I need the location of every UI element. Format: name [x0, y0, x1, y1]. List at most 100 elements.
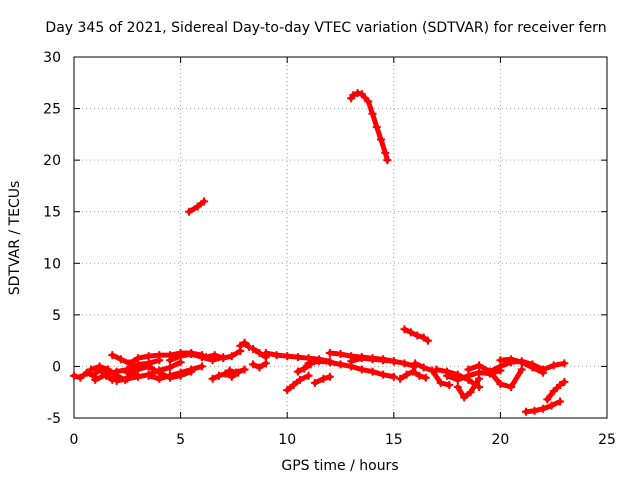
y-tick-label: 15 [43, 205, 61, 221]
data-point [357, 354, 366, 363]
x-tick-label: 5 [176, 432, 185, 448]
data-point [165, 356, 174, 365]
series-seg-k [225, 365, 249, 377]
data-point [475, 361, 484, 370]
series-seg-p [283, 371, 313, 395]
y-tick-labels: -5 0 5 10 15 20 25 30 [43, 50, 61, 427]
x-tick-label: 20 [491, 432, 509, 448]
data-point [419, 333, 428, 342]
data-point [466, 388, 475, 397]
data-point [82, 368, 91, 377]
series-layer [70, 89, 569, 416]
data-point [155, 351, 164, 360]
x-tick-label: 10 [278, 432, 296, 448]
data-point [144, 362, 153, 371]
data-point [368, 109, 377, 118]
y-tick-label: 20 [43, 153, 61, 169]
data-point [185, 207, 194, 216]
data-point [453, 375, 462, 384]
data-point [249, 360, 258, 369]
data-point [396, 374, 405, 383]
data-point [244, 342, 253, 351]
data-point [336, 360, 345, 369]
data-point [556, 380, 565, 389]
data-point [193, 202, 202, 211]
data-point [202, 353, 211, 362]
data-point [364, 97, 373, 106]
data-point [496, 379, 505, 388]
series-seg-g [144, 362, 206, 383]
data-point [336, 350, 345, 359]
data-point [517, 365, 526, 374]
series-seg-y [411, 359, 454, 389]
data-point [112, 367, 121, 376]
series-seg-u [347, 354, 420, 371]
data-point [347, 357, 356, 366]
series-seg-i [202, 346, 245, 363]
data-point [187, 365, 196, 374]
series-seg-ae [496, 355, 548, 377]
data-point [419, 363, 428, 372]
data-point [125, 359, 134, 368]
y-tick-label: 0 [52, 359, 61, 375]
series-seg-v [347, 89, 392, 165]
data-point [315, 357, 324, 366]
data-point [368, 355, 377, 364]
series-seg-ah [185, 197, 209, 216]
data-point [530, 406, 539, 415]
data-point [249, 344, 258, 353]
data-point [460, 393, 469, 402]
data-point [423, 336, 432, 345]
data-point [70, 371, 78, 380]
series-seg-l [236, 338, 253, 351]
data-point [325, 349, 334, 358]
x-tick-label: 0 [70, 432, 79, 448]
data-point [349, 91, 358, 100]
data-point [123, 368, 132, 377]
data-point [214, 371, 223, 380]
data-point [400, 325, 409, 334]
series-seg-m [249, 359, 270, 372]
data-point [295, 375, 304, 384]
data-point [507, 383, 516, 392]
data-point [133, 365, 142, 374]
series-seg-s [304, 357, 398, 381]
series-seg-w [396, 367, 430, 383]
data-point [219, 354, 228, 363]
data-point [402, 370, 411, 379]
series-line [455, 376, 482, 400]
data-point [210, 351, 219, 360]
x-tick-labels: 0 5 10 15 20 25 [70, 432, 616, 448]
data-point [165, 363, 174, 372]
plot-frame [73, 56, 608, 419]
data-point [556, 397, 565, 406]
data-point [240, 338, 249, 347]
data-point [144, 371, 153, 380]
data-point [411, 359, 420, 368]
data-point [381, 148, 390, 157]
data-point [357, 365, 366, 374]
ticks [73, 56, 608, 419]
data-point [304, 371, 313, 380]
data-point [453, 383, 462, 392]
data-point [232, 368, 241, 377]
data-point [413, 331, 422, 340]
data-point [383, 156, 392, 165]
data-point [283, 386, 292, 395]
data-point [176, 368, 185, 377]
data-point [521, 407, 530, 416]
data-point [372, 123, 381, 132]
data-point [95, 362, 104, 371]
x-tick-label: 25 [598, 432, 616, 448]
series-line [284, 373, 312, 393]
data-point [91, 375, 100, 384]
data-point [436, 378, 445, 387]
data-point [475, 374, 484, 383]
data-point [240, 365, 249, 374]
data-point [528, 363, 537, 372]
series-seg-ag [543, 377, 569, 404]
data-point [353, 89, 362, 98]
data-point [76, 373, 85, 382]
data-point [293, 367, 302, 376]
data-point [87, 365, 96, 374]
